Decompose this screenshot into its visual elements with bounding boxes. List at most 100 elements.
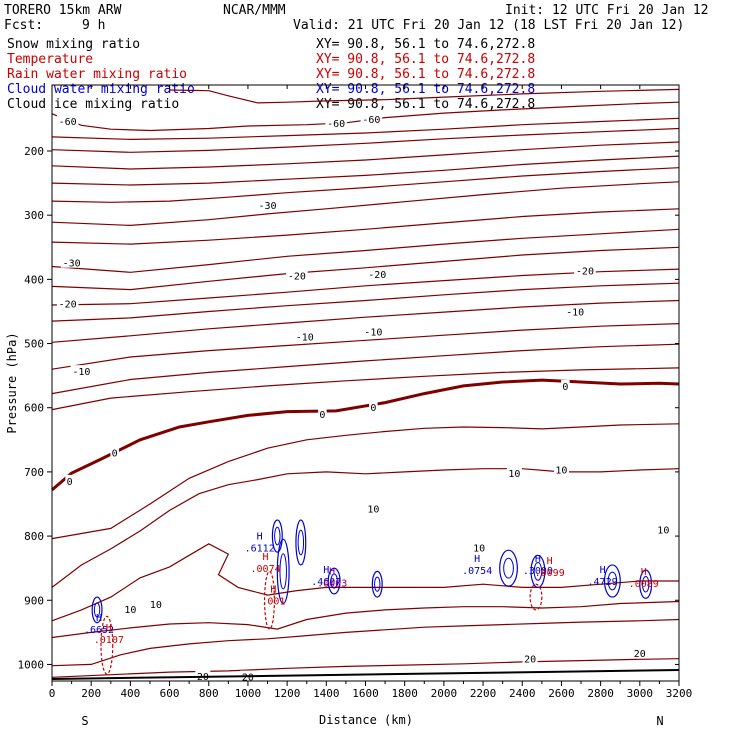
maximum-marker: H xyxy=(641,567,647,578)
cloud-water-contour xyxy=(607,571,618,591)
maximum-marker: H xyxy=(547,556,553,567)
maximum-marker: H xyxy=(257,532,263,543)
y-tick-label: 300 xyxy=(24,209,44,222)
temperature-label: -20 xyxy=(576,266,594,277)
legend-xy: XY= 90.8, 56.1 to 74.6,272.8 xyxy=(316,52,535,67)
cloud-water-contour xyxy=(603,564,621,598)
temperature-label: -60 xyxy=(327,119,345,130)
temperature-contour xyxy=(51,167,680,203)
temperature-label: -20 xyxy=(59,300,77,311)
maximum-value: .0074 xyxy=(251,564,281,575)
y-tick-label: 800 xyxy=(24,530,44,543)
temperature-label-bg xyxy=(60,256,83,268)
x-tick-label: 1400 xyxy=(313,687,340,700)
temperature-contour xyxy=(51,246,680,291)
cloud-water-contour xyxy=(295,519,307,566)
temperature-contour xyxy=(51,378,680,492)
temperature-label: 0 xyxy=(319,410,325,421)
maximum-marker: H xyxy=(106,623,112,634)
temperature-label-bg xyxy=(110,446,119,458)
temperature-contour xyxy=(51,367,680,411)
temperature-label: 0 xyxy=(67,477,73,488)
temperature-label: 20 xyxy=(524,655,536,666)
cloud-water-contour xyxy=(533,562,543,581)
rain-water-contour xyxy=(529,583,543,611)
cloud-water-contour xyxy=(374,576,381,592)
temperature-contour xyxy=(51,181,680,227)
temperature-label-bg xyxy=(574,264,596,276)
temperature-contour xyxy=(169,88,680,104)
x-tick-label: 2800 xyxy=(587,687,614,700)
temperature-label: 10 xyxy=(508,469,520,480)
temperature-contour xyxy=(51,543,679,622)
temperature-contour xyxy=(51,228,680,273)
maximum-marker: H xyxy=(474,554,480,565)
temperature-contour xyxy=(51,208,680,245)
legend-xy: XY= 90.8, 56.1 to 74.6,272.8 xyxy=(316,37,535,52)
temperature-label-bg xyxy=(564,305,586,317)
maximum-value: .0099 xyxy=(535,568,565,579)
maximum-value: .3009 xyxy=(523,566,553,577)
temperature-label: -60 xyxy=(362,115,380,126)
temperature-contours xyxy=(51,88,680,678)
temperature-label-bg xyxy=(286,269,308,281)
cloud-water-contour xyxy=(639,569,653,599)
x-axis-label: Distance (km) xyxy=(319,713,413,727)
x-tick-label: 2400 xyxy=(509,687,536,700)
temperature-contour xyxy=(51,468,680,588)
temperature-label-bg xyxy=(362,325,385,337)
legend-label: Snow mixing ratio xyxy=(7,37,140,52)
temperature-label: -10 xyxy=(296,332,314,343)
maximum-value: .4607 xyxy=(311,577,341,588)
x-tick-label: 800 xyxy=(199,687,219,700)
header-fcst-label: Fcst: xyxy=(4,18,43,33)
maximum-value: .0754 xyxy=(462,566,492,577)
temperature-label: -10 xyxy=(364,327,382,338)
temperature-contour xyxy=(51,141,680,170)
cloud-water-contour xyxy=(279,553,287,590)
maximum-marker: H xyxy=(270,584,276,595)
legend-label: Cloud ice mixing ratio xyxy=(7,97,179,112)
temperature-label: 10 xyxy=(555,465,567,476)
x-tick-label: 0 xyxy=(49,687,56,700)
cloud-water-contour xyxy=(274,526,281,546)
legend-label: Cloud water mixing ratio xyxy=(7,82,195,97)
temperature-label-bg xyxy=(369,401,378,413)
maximum-marker: H xyxy=(96,613,102,624)
temperature-contour xyxy=(51,618,680,667)
temperature-contour xyxy=(51,343,680,395)
y-tick-label: 700 xyxy=(24,466,44,479)
temperature-contour xyxy=(51,600,680,639)
cloud-water-contour xyxy=(297,529,305,556)
temperature-label: 0 xyxy=(370,403,376,414)
y-tick-label: 200 xyxy=(24,145,44,158)
cloud-water-contour xyxy=(371,570,383,598)
maxima-markers: H.6652H.0107H.6112H.0074H.001H.4607H.000… xyxy=(84,532,659,646)
x-end-label-right: N xyxy=(656,714,663,728)
header-model: TORERO 15km ARW xyxy=(4,3,122,18)
maximum-value: .0089 xyxy=(629,579,659,590)
header-valid: Valid: 21 UTC Fri 20 Jan 12 (18 LST Fri … xyxy=(293,18,684,33)
cloud-water-contour xyxy=(499,549,518,587)
temperature-label: -60 xyxy=(59,117,77,128)
temperature-label-bg xyxy=(365,502,381,514)
cloud-water-contours xyxy=(91,519,653,624)
maximum-value: .6112 xyxy=(245,544,275,555)
x-tick-label: 2000 xyxy=(431,687,458,700)
temperature-label: -20 xyxy=(288,272,306,283)
x-tick-label: 200 xyxy=(81,687,101,700)
maximum-value: .001 xyxy=(261,596,285,607)
temperature-label: 0 xyxy=(112,449,118,460)
header-fcst-value: 9 h xyxy=(82,18,105,33)
temperature-label-bg xyxy=(122,603,138,615)
temperature-label: 20 xyxy=(634,649,646,660)
temperature-label: -20 xyxy=(368,270,386,281)
temperature-label: 0 xyxy=(562,382,568,393)
temperature-contour xyxy=(51,127,680,153)
cloud-water-contour xyxy=(530,554,546,589)
x-tick-label: 3200 xyxy=(666,687,693,700)
temperature-label: 20 xyxy=(242,673,254,684)
x-tick-label: 1800 xyxy=(391,687,418,700)
temperature-label-bg xyxy=(70,365,93,377)
